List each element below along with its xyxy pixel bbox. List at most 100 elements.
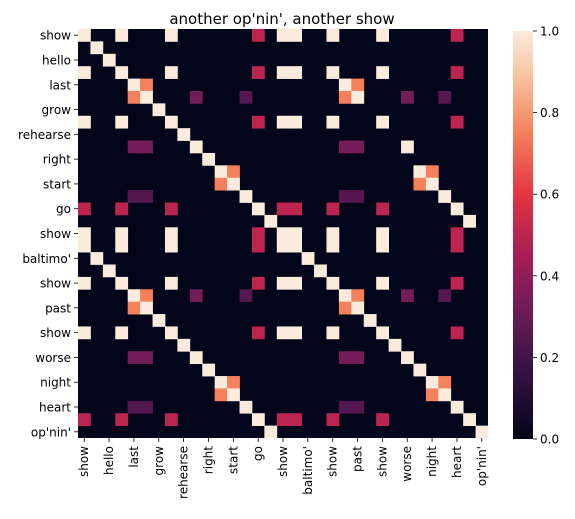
heatmap-cell bbox=[115, 202, 129, 216]
heatmap-cell bbox=[164, 227, 178, 241]
heatmap-cell bbox=[251, 66, 265, 79]
heatmap-cell bbox=[326, 115, 340, 129]
heatmap-cell bbox=[276, 413, 290, 426]
heatmap-cell bbox=[127, 190, 141, 203]
heatmap-cell bbox=[425, 388, 439, 402]
heatmap-cell bbox=[376, 326, 389, 340]
heatmap-cell bbox=[438, 289, 452, 303]
heatmap-cell bbox=[127, 301, 141, 315]
heatmap-cell bbox=[289, 202, 303, 216]
y-tick-label: show bbox=[40, 227, 71, 241]
heatmap-cell bbox=[438, 388, 452, 402]
heatmap-cell bbox=[140, 301, 153, 315]
heatmap-cell bbox=[152, 314, 166, 327]
heatmap-cell bbox=[177, 338, 191, 352]
heatmap-cell bbox=[78, 66, 91, 79]
heatmap-cell bbox=[102, 53, 116, 67]
heatmap-cell bbox=[425, 165, 439, 179]
heatmap-cell bbox=[276, 66, 290, 79]
heatmap-cell bbox=[115, 66, 129, 79]
colorbar-tick-label: 0.4 bbox=[540, 269, 559, 283]
x-axis-ticks: show hello last grow rehearse right start go sho… bbox=[77, 438, 489, 499]
y-tick-label: show bbox=[40, 29, 71, 43]
heatmap-cell bbox=[338, 140, 352, 154]
heatmap-cell bbox=[140, 289, 153, 303]
heatmap-cell bbox=[127, 289, 141, 303]
y-tick-label: start bbox=[43, 177, 71, 191]
x-tick-label: hello bbox=[102, 446, 116, 475]
heatmap-cell bbox=[363, 314, 377, 327]
heatmap-cell bbox=[214, 388, 228, 402]
heatmap-cell bbox=[227, 165, 240, 179]
x-tick-label: worse bbox=[400, 446, 414, 482]
heatmap-cell bbox=[251, 239, 265, 253]
heatmap-cell bbox=[239, 190, 253, 203]
heatmap-cell bbox=[289, 326, 303, 340]
heatmap-cell bbox=[413, 165, 427, 179]
heatmap-cell bbox=[227, 177, 240, 191]
heatmap-cell bbox=[202, 363, 216, 377]
x-tick-label: night bbox=[425, 446, 439, 477]
heatmap-cell bbox=[140, 140, 153, 154]
heatmap-cell bbox=[214, 165, 228, 179]
y-tick-label: rehearse bbox=[18, 128, 71, 142]
heatmap-cell bbox=[115, 239, 129, 253]
y-axis-ticks: show hello last grow rehearse right start go sho… bbox=[18, 29, 78, 439]
colorbar-tick-label: 1.0 bbox=[540, 25, 559, 39]
heatmap-cell bbox=[78, 413, 91, 426]
heatmap-cell bbox=[214, 177, 228, 191]
heatmap-cell bbox=[251, 276, 265, 290]
heatmap-cell bbox=[326, 66, 340, 79]
heatmap-cell bbox=[289, 276, 303, 290]
heatmap-cell bbox=[276, 202, 290, 216]
heatmap-cell bbox=[251, 29, 265, 42]
heatmap-cell bbox=[450, 326, 464, 340]
heatmap-cell bbox=[78, 276, 91, 290]
y-tick-label: worse bbox=[35, 351, 71, 365]
chart-title: another op'nin', another show bbox=[169, 10, 394, 28]
heatmap-cell bbox=[450, 400, 464, 414]
heatmap-cell bbox=[376, 413, 389, 426]
x-tick-label: show bbox=[77, 446, 91, 477]
heatmap-cell bbox=[401, 351, 414, 365]
heatmap-cell bbox=[338, 301, 352, 315]
x-tick-label: grow bbox=[152, 446, 166, 476]
heatmap-cell bbox=[413, 363, 427, 377]
heatmap-cell bbox=[127, 90, 141, 104]
heatmap-cell bbox=[463, 214, 476, 228]
heatmap-cell bbox=[326, 326, 340, 340]
heatmap-cell bbox=[450, 115, 464, 129]
heatmap-cell bbox=[376, 66, 389, 79]
y-tick-label: right bbox=[43, 153, 71, 167]
heatmap-cell bbox=[239, 400, 253, 414]
heatmap-cell bbox=[450, 239, 464, 253]
heatmap-cell bbox=[189, 140, 203, 154]
heatmap-cell bbox=[251, 115, 265, 129]
heatmap-cell bbox=[115, 29, 129, 42]
heatmap-cell bbox=[90, 41, 104, 55]
heatmap-cell bbox=[326, 276, 340, 290]
heatmap-cell bbox=[164, 29, 178, 42]
heatmap-cell bbox=[376, 29, 389, 42]
y-tick-label: last bbox=[49, 78, 71, 92]
heatmap-cell bbox=[115, 413, 129, 426]
colorbar: 0.0 0.2 0.4 0.6 0.8 1.0 bbox=[513, 25, 559, 447]
heatmap-cell bbox=[338, 289, 352, 303]
heatmap-cell bbox=[289, 29, 303, 42]
heatmap-cell bbox=[401, 90, 414, 104]
heatmap-cell bbox=[78, 227, 91, 241]
heatmap-cell bbox=[351, 351, 365, 365]
x-tick-label: op'nin' bbox=[475, 446, 489, 486]
x-tick-label: start bbox=[226, 446, 240, 474]
colorbar-tick-label: 0.6 bbox=[540, 188, 559, 202]
heatmap-cell bbox=[450, 66, 464, 79]
heatmap-cell bbox=[276, 29, 290, 42]
heatmap-cell bbox=[264, 425, 278, 439]
heatmap-cell bbox=[289, 413, 303, 426]
heatmap-cell bbox=[376, 202, 389, 216]
heatmap-cell bbox=[289, 227, 303, 241]
heatmap-cell bbox=[164, 276, 178, 290]
heatmap-cell bbox=[140, 400, 153, 414]
heatmap-cell bbox=[189, 289, 203, 303]
